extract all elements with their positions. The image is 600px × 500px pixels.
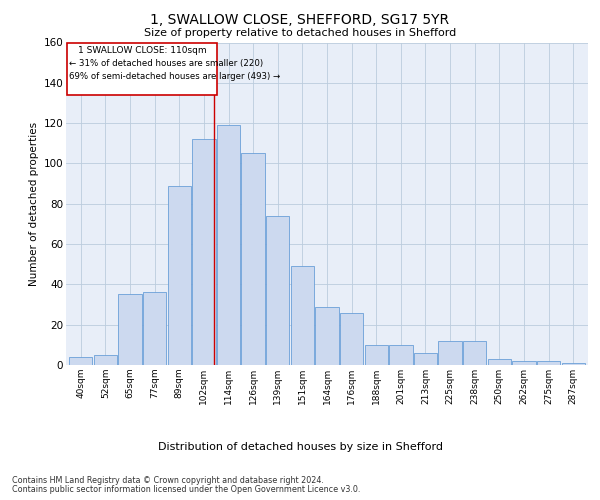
Bar: [389, 345, 413, 365]
Text: 1, SWALLOW CLOSE, SHEFFORD, SG17 5YR: 1, SWALLOW CLOSE, SHEFFORD, SG17 5YR: [151, 12, 449, 26]
Bar: [488, 359, 511, 365]
Bar: [192, 139, 215, 365]
Bar: [562, 363, 585, 365]
Y-axis label: Number of detached properties: Number of detached properties: [29, 122, 40, 286]
Bar: [439, 341, 462, 365]
Bar: [69, 357, 92, 365]
Bar: [365, 345, 388, 365]
Text: Contains HM Land Registry data © Crown copyright and database right 2024.: Contains HM Land Registry data © Crown c…: [12, 476, 324, 485]
Text: ← 31% of detached houses are smaller (220): ← 31% of detached houses are smaller (22…: [69, 58, 263, 68]
Bar: [143, 292, 166, 365]
Bar: [266, 216, 289, 365]
Text: Contains public sector information licensed under the Open Government Licence v3: Contains public sector information licen…: [12, 485, 361, 494]
Bar: [414, 353, 437, 365]
Bar: [290, 266, 314, 365]
Bar: [118, 294, 142, 365]
Bar: [316, 306, 338, 365]
Bar: [537, 361, 560, 365]
Text: 69% of semi-detached houses are larger (493) →: 69% of semi-detached houses are larger (…: [69, 72, 280, 80]
Text: Size of property relative to detached houses in Shefford: Size of property relative to detached ho…: [144, 28, 456, 38]
Text: Distribution of detached houses by size in Shefford: Distribution of detached houses by size …: [157, 442, 443, 452]
Text: 1 SWALLOW CLOSE: 110sqm: 1 SWALLOW CLOSE: 110sqm: [77, 46, 206, 54]
Bar: [463, 341, 487, 365]
Bar: [512, 361, 536, 365]
Bar: [241, 154, 265, 365]
FancyBboxPatch shape: [67, 42, 217, 95]
Bar: [167, 186, 191, 365]
Bar: [94, 355, 117, 365]
Bar: [217, 125, 240, 365]
Bar: [340, 312, 364, 365]
